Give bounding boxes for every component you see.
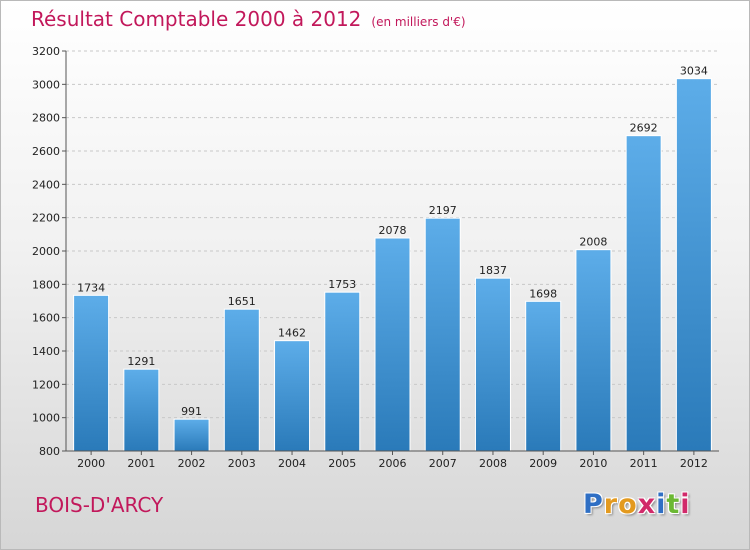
x-tick-label-2003: 2003	[228, 457, 256, 470]
bar-2010	[575, 249, 612, 452]
x-axis-ticks: 2000 2001 2002 2003 2004 2005 2006 2007 2008 2009…	[66, 450, 719, 470]
y-tick-label-2000: 2000	[32, 245, 60, 258]
y-tick-label-800: 800	[39, 445, 60, 458]
x-tick-label-2006: 2006	[379, 457, 407, 470]
chart-title: Résultat Comptable 2000 à 2012 (en millie…	[31, 7, 466, 31]
data-label-2003: 1651	[228, 295, 256, 308]
y-tick-label-1400: 1400	[32, 345, 60, 358]
y-tick-label-1800: 1800	[32, 278, 60, 291]
data-label-2002: 991	[181, 405, 202, 418]
x-tick-label-2004: 2004	[278, 457, 306, 470]
y-tick-label-1600: 1600	[32, 312, 60, 325]
y-tick-label-3200: 3200	[32, 45, 60, 58]
data-label-2009: 1698	[529, 287, 557, 300]
data-labels: 1734 1291 991 1651 1462 1753 2078 2197 1837 1698 2…	[77, 65, 708, 418]
data-label-2010: 2008	[579, 236, 607, 249]
data-label-2011: 2692	[630, 122, 658, 135]
x-tick-label-2002: 2002	[178, 457, 206, 470]
x-tick-label-2012: 2012	[680, 457, 708, 470]
bar-2007	[424, 217, 461, 452]
logo-letter: t	[666, 489, 681, 520]
x-tick-label-2009: 2009	[529, 457, 557, 470]
y-tick-label-2600: 2600	[32, 145, 60, 158]
bar-2001	[123, 368, 160, 452]
logo-letter: x	[637, 489, 657, 520]
bar-2011	[625, 135, 662, 452]
bar-2004	[274, 340, 311, 452]
y-tick-label-1000: 1000	[32, 412, 60, 425]
commune-name: BOIS-D'ARCY	[35, 493, 164, 517]
data-label-2007: 2197	[429, 204, 457, 217]
x-tick-label-2000: 2000	[77, 457, 105, 470]
bars	[73, 78, 712, 452]
y-tick-label-2200: 2200	[32, 212, 60, 225]
data-label-2012: 3034	[680, 65, 708, 78]
data-label-2000: 1734	[77, 281, 105, 294]
logo-letter: P	[583, 489, 604, 520]
y-tick-label-2800: 2800	[32, 112, 60, 125]
data-label-2006: 2078	[379, 224, 407, 237]
logo-letter: i	[680, 489, 691, 520]
bar-2000	[73, 294, 110, 452]
data-label-2008: 1837	[479, 264, 507, 277]
bar-2002	[173, 418, 210, 452]
y-axis-ticks: 800 1000 1200 1400 1600 1800 2000 2200 2400 2600 2…	[32, 45, 67, 458]
bar-2012	[675, 78, 712, 452]
bar-2009	[525, 300, 562, 452]
bar-2006	[374, 237, 411, 452]
y-tick-label-1200: 1200	[32, 378, 60, 391]
bar-2003	[223, 308, 260, 452]
data-label-2004: 1462	[278, 327, 306, 340]
logo-letter: o	[618, 489, 638, 520]
x-tick-label-2011: 2011	[630, 457, 658, 470]
bar-2005	[324, 291, 361, 452]
y-tick-label-2400: 2400	[32, 178, 60, 191]
logo-letter: r	[603, 489, 619, 520]
x-tick-label-2010: 2010	[579, 457, 607, 470]
chart-subtitle: (en milliers d'€)	[371, 15, 466, 29]
x-tick-label-2001: 2001	[127, 457, 155, 470]
x-tick-label-2005: 2005	[328, 457, 356, 470]
y-tick-label-3000: 3000	[32, 78, 60, 91]
x-tick-label-2008: 2008	[479, 457, 507, 470]
proxiti-logo: Proxiti	[583, 489, 691, 520]
logo-letter: i	[656, 489, 667, 520]
data-label-2005: 1753	[328, 278, 356, 291]
x-tick-label-2007: 2007	[429, 457, 457, 470]
bar-2008	[474, 277, 511, 452]
data-label-2001: 1291	[127, 355, 155, 368]
chart-title-text: Résultat Comptable 2000 à 2012	[31, 7, 362, 31]
